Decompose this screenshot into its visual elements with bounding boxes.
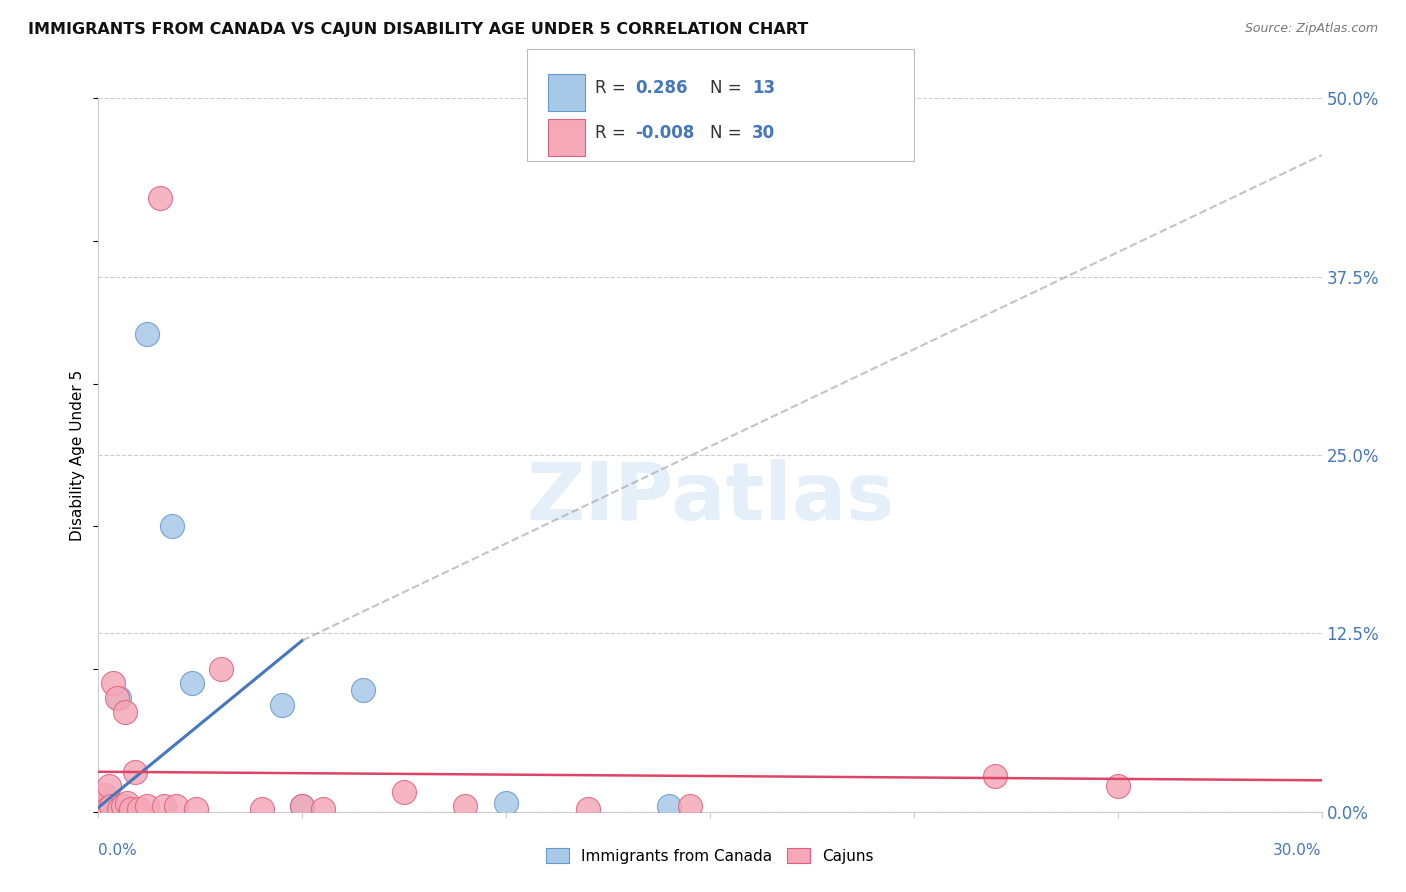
Point	[1107, 779, 1129, 793]
Point	[181, 676, 204, 690]
Point	[658, 799, 681, 814]
Text: R =: R =	[595, 124, 631, 142]
Point	[124, 764, 146, 779]
Text: Source: ZipAtlas.com: Source: ZipAtlas.com	[1244, 22, 1378, 36]
Point	[111, 799, 134, 814]
Point	[97, 779, 120, 793]
Point	[186, 802, 208, 816]
Point	[352, 683, 374, 698]
Text: -0.008: -0.008	[636, 124, 695, 142]
Point	[114, 705, 136, 719]
Point	[100, 799, 122, 814]
Point	[149, 191, 172, 205]
Point	[250, 802, 273, 816]
Text: IMMIGRANTS FROM CANADA VS CAJUN DISABILITY AGE UNDER 5 CORRELATION CHART: IMMIGRANTS FROM CANADA VS CAJUN DISABILI…	[28, 22, 808, 37]
Text: N =: N =	[710, 79, 747, 97]
Point	[136, 799, 159, 814]
Point	[91, 799, 114, 814]
Point	[101, 676, 124, 690]
Point	[291, 799, 314, 814]
Legend: Immigrants from Canada, Cajuns: Immigrants from Canada, Cajuns	[541, 843, 879, 868]
Text: ZIPatlas: ZIPatlas	[526, 458, 894, 537]
Text: 30: 30	[752, 124, 775, 142]
Point	[576, 802, 599, 816]
Point	[104, 800, 127, 814]
Point	[128, 802, 150, 816]
Point	[101, 796, 124, 810]
Point	[312, 802, 335, 816]
Text: R =: R =	[595, 79, 631, 97]
Point	[96, 802, 118, 816]
Point	[93, 788, 115, 802]
Point	[152, 799, 174, 814]
Text: 0.286: 0.286	[636, 79, 688, 97]
Point	[111, 799, 134, 814]
Point	[679, 799, 702, 814]
Text: 30.0%: 30.0%	[1274, 843, 1322, 858]
Point	[291, 799, 314, 814]
Point	[270, 698, 294, 712]
Text: N =: N =	[710, 124, 747, 142]
Point	[160, 519, 183, 533]
Point	[136, 326, 159, 341]
Point	[115, 796, 138, 810]
Y-axis label: Disability Age Under 5: Disability Age Under 5	[70, 369, 86, 541]
Point	[105, 690, 128, 705]
Text: 13: 13	[752, 79, 775, 97]
Point	[454, 799, 477, 814]
Point	[165, 799, 187, 814]
Point	[209, 662, 232, 676]
Point	[120, 802, 142, 816]
Point	[108, 802, 131, 816]
Point	[108, 690, 131, 705]
Point	[89, 802, 111, 816]
Point	[495, 796, 517, 810]
Point	[96, 799, 118, 814]
Text: 0.0%: 0.0%	[98, 843, 138, 858]
Point	[984, 769, 1007, 783]
Point	[392, 785, 416, 799]
